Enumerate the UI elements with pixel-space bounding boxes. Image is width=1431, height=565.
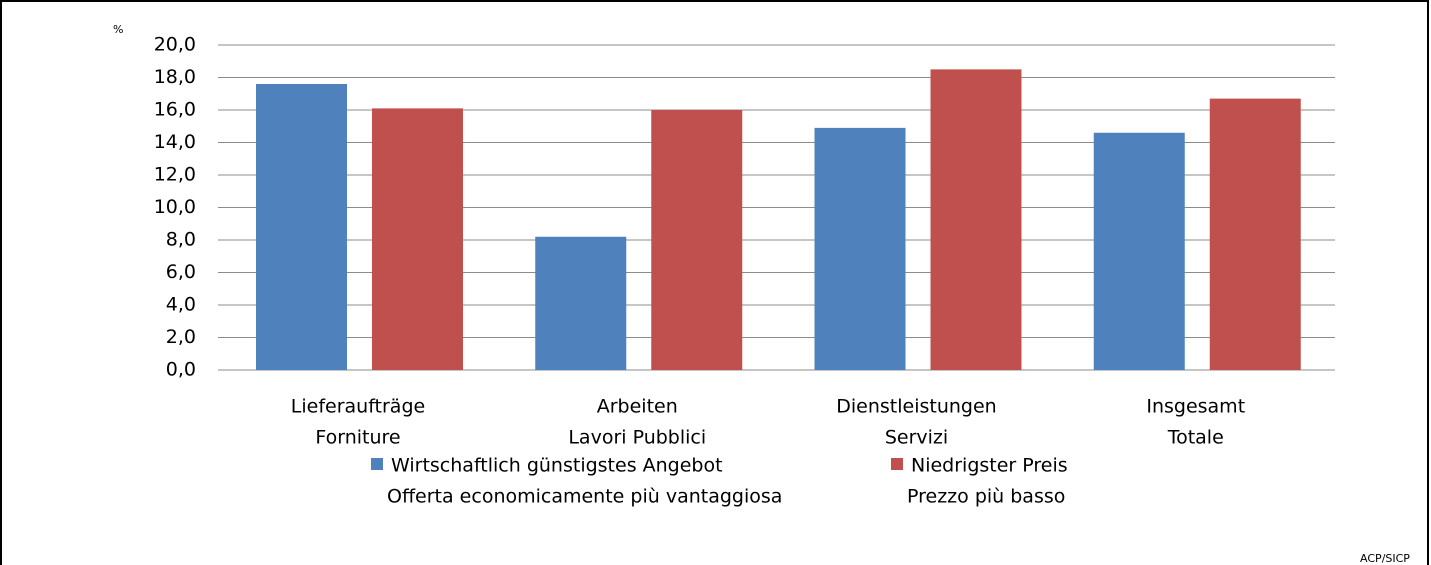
y-tick-label: 14,0 (154, 131, 196, 153)
x-tick-label: Lieferaufträge (291, 396, 425, 418)
x-tick-label: Lavori Pubblici (568, 427, 706, 449)
legend-label: Wirtschaftlich günstigstes Angebot (391, 455, 723, 477)
y-unit: % (113, 23, 123, 36)
legend-label: Niedrigster Preis (911, 455, 1068, 477)
y-tick-label: 4,0 (166, 294, 196, 316)
legend-label: Prezzo più basso (907, 486, 1065, 508)
bar (372, 108, 463, 370)
x-tick-label: Insgesamt (1146, 396, 1245, 418)
source: ACP/SICP (1360, 552, 1410, 565)
bar (256, 84, 347, 370)
y-tick-label: 6,0 (166, 261, 196, 283)
bar (1093, 132, 1185, 370)
legend-swatch (891, 458, 903, 470)
legend-label: Offerta economicamente più vantaggiosa (387, 486, 782, 508)
x-tick-label: Totale (1167, 427, 1224, 449)
y-tick-label: 18,0 (154, 66, 196, 88)
y-tick-label: 0,0 (166, 359, 196, 381)
y-tick-label: 2,0 (166, 326, 196, 348)
x-tick-label: Servizi (885, 427, 948, 449)
y-tick-label: 20,0 (154, 34, 196, 56)
y-tick-label: 16,0 (154, 99, 196, 121)
bar (930, 69, 1022, 370)
x-tick-label: Arbeiten (597, 396, 678, 418)
bar (651, 110, 743, 370)
x-tick-label: Forniture (315, 427, 400, 449)
bar (535, 236, 627, 370)
legend-swatch (371, 458, 383, 470)
y-tick-label: 12,0 (154, 164, 196, 186)
x-tick-label: Dienstleistungen (836, 396, 996, 418)
y-tick-label: 10,0 (154, 196, 196, 218)
bar (814, 127, 906, 370)
bar (1209, 98, 1301, 370)
y-tick-label: 8,0 (166, 229, 196, 251)
